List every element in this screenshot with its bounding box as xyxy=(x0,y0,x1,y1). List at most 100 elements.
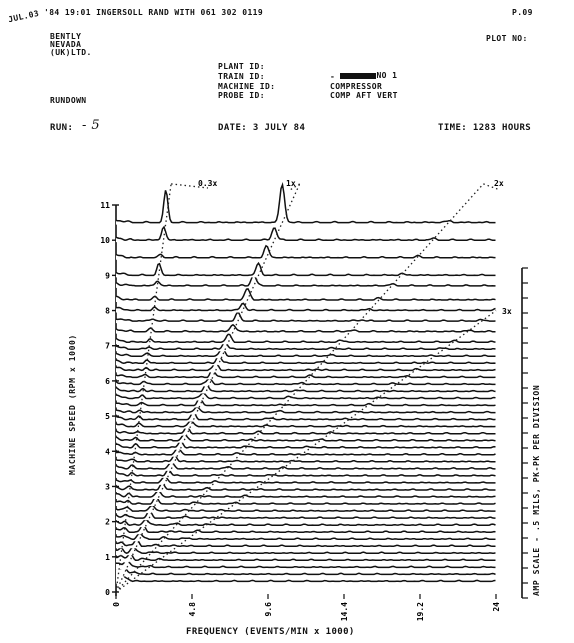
spectrum-trace xyxy=(115,225,496,241)
spectrum-trace xyxy=(115,244,496,259)
spectrum-trace xyxy=(115,538,496,548)
plant-id-value: NO 1 xyxy=(330,62,397,80)
x-axis-label: FREQUENCY (EVENTS/MIN x 1000) xyxy=(186,627,355,637)
y-tick-label: 11 xyxy=(100,201,110,210)
trace-mask xyxy=(116,490,496,500)
tick-labels: 0 1 2 3 4 5 6 7 8 9 10 11 0 4.8 9.6 14.4 19.2 24 xyxy=(100,201,501,621)
trace-mask xyxy=(116,567,496,577)
spectrum-trace xyxy=(115,361,496,372)
order-line-ext xyxy=(289,183,301,191)
spectrum-trace xyxy=(115,552,496,562)
company-line-1: BENTLY xyxy=(50,32,82,41)
y-tick-label: 10 xyxy=(100,236,110,245)
order-line-3x xyxy=(115,310,497,593)
spectrum-trace xyxy=(115,302,496,312)
spectrum-trace xyxy=(115,468,496,477)
trace-mask xyxy=(116,434,496,443)
order-label: 1x xyxy=(286,179,296,188)
spectrum-trace xyxy=(116,558,496,569)
redaction-block xyxy=(340,72,377,79)
trace-mask xyxy=(116,348,496,359)
trace-mask xyxy=(116,303,496,313)
spectrum-trace xyxy=(115,323,496,333)
trace-mask xyxy=(116,378,496,387)
trace-mask xyxy=(116,505,496,514)
time-label: TIME: 1283 HOURS xyxy=(438,123,532,133)
y-tick-label: 1 xyxy=(105,553,110,562)
y-axis-label: MACHINE SPEED (RPM x 1000) xyxy=(68,334,77,475)
fax-page-number: P.09 xyxy=(512,8,533,17)
order-line-ext xyxy=(483,183,501,191)
spectrum-trace xyxy=(115,347,496,358)
trace-mask xyxy=(116,547,496,556)
trace-mask xyxy=(116,406,496,415)
x-tick-label: 19.2 xyxy=(416,602,425,621)
order-lines: 0.3x 1x 2x 3x xyxy=(115,179,512,593)
y-tick-label: 9 xyxy=(105,271,110,280)
y-tick-label: 5 xyxy=(105,412,110,421)
spectrum-trace xyxy=(115,419,496,428)
spectrum-trace xyxy=(115,383,496,393)
train-id-label: TRAIN ID: xyxy=(218,72,265,81)
x-tick-label: 0 xyxy=(112,602,121,607)
spectrum-trace xyxy=(115,182,496,224)
y-tick-label: 8 xyxy=(105,307,110,316)
trace-mask xyxy=(116,184,496,225)
y-tick-label: 2 xyxy=(105,518,110,527)
spectrum-trace xyxy=(115,454,496,463)
probe-id-label: PROBE ID: xyxy=(218,91,265,100)
y-tick-label: 3 xyxy=(105,482,110,491)
spectrum-trace xyxy=(115,509,496,519)
machine-id-value: COMPRESSOR xyxy=(330,82,383,91)
order-line-0.3x xyxy=(115,183,172,593)
spectrum-trace xyxy=(115,433,496,442)
trace-mask xyxy=(116,392,496,401)
x-tick-label: 4.8 xyxy=(188,602,197,617)
spectrum-trace xyxy=(115,566,496,576)
spectrum-trace xyxy=(115,546,496,555)
y-tick-label: 6 xyxy=(105,377,110,386)
order-label: 3x xyxy=(502,307,512,316)
plant-id-label: PLANT ID: xyxy=(218,62,265,71)
spectrum-trace xyxy=(115,475,496,484)
order-line-ext xyxy=(171,183,209,189)
order-line-2x xyxy=(115,183,484,593)
spectrum-trace xyxy=(115,461,496,470)
spectra-traces xyxy=(115,182,496,584)
spectrum-trace xyxy=(115,311,496,322)
spectrum-trace xyxy=(115,368,496,379)
spectrum-trace xyxy=(115,482,496,491)
spectrum-trace xyxy=(116,496,496,505)
probe-id-value: COMP AFT VERT xyxy=(330,91,398,100)
trace-mask xyxy=(116,362,496,373)
spectrum-trace xyxy=(115,406,496,414)
plot-no-label: PLOT NO: xyxy=(486,34,528,43)
trace-mask xyxy=(116,312,496,324)
spectrum-trace xyxy=(115,504,496,512)
spectrum-trace xyxy=(115,425,496,435)
plant-id-text: NO 1 xyxy=(376,71,398,80)
y-tick-label: 7 xyxy=(105,342,110,351)
company-line-2: NEVADA xyxy=(50,40,82,49)
order-label: 2x xyxy=(494,179,504,188)
run-value: - 5 xyxy=(82,118,100,133)
spectrum-trace xyxy=(115,411,496,421)
trace-mask xyxy=(116,533,496,542)
spectrum-trace xyxy=(115,333,496,343)
y-tick-label: 0 xyxy=(105,588,110,597)
spectrum-trace xyxy=(116,397,496,407)
spectrum-trace xyxy=(115,391,496,400)
spectrum-trace xyxy=(115,523,496,533)
spectrum-trace xyxy=(115,532,496,540)
train-id-value: - xyxy=(330,72,336,81)
spectrum-trace xyxy=(115,355,496,365)
spectrum-trace xyxy=(115,274,496,287)
spectrum-trace xyxy=(115,490,496,498)
spectrum-trace xyxy=(115,377,496,386)
date-label: DATE: 3 JULY 84 xyxy=(218,123,306,133)
spectrum-trace xyxy=(115,518,496,526)
y-tick-label: 4 xyxy=(105,447,110,456)
spectrum-trace xyxy=(115,570,496,583)
fax-header-line: '84 19:01 INGERSOLL RAND WITH 061 302 01… xyxy=(44,8,264,17)
